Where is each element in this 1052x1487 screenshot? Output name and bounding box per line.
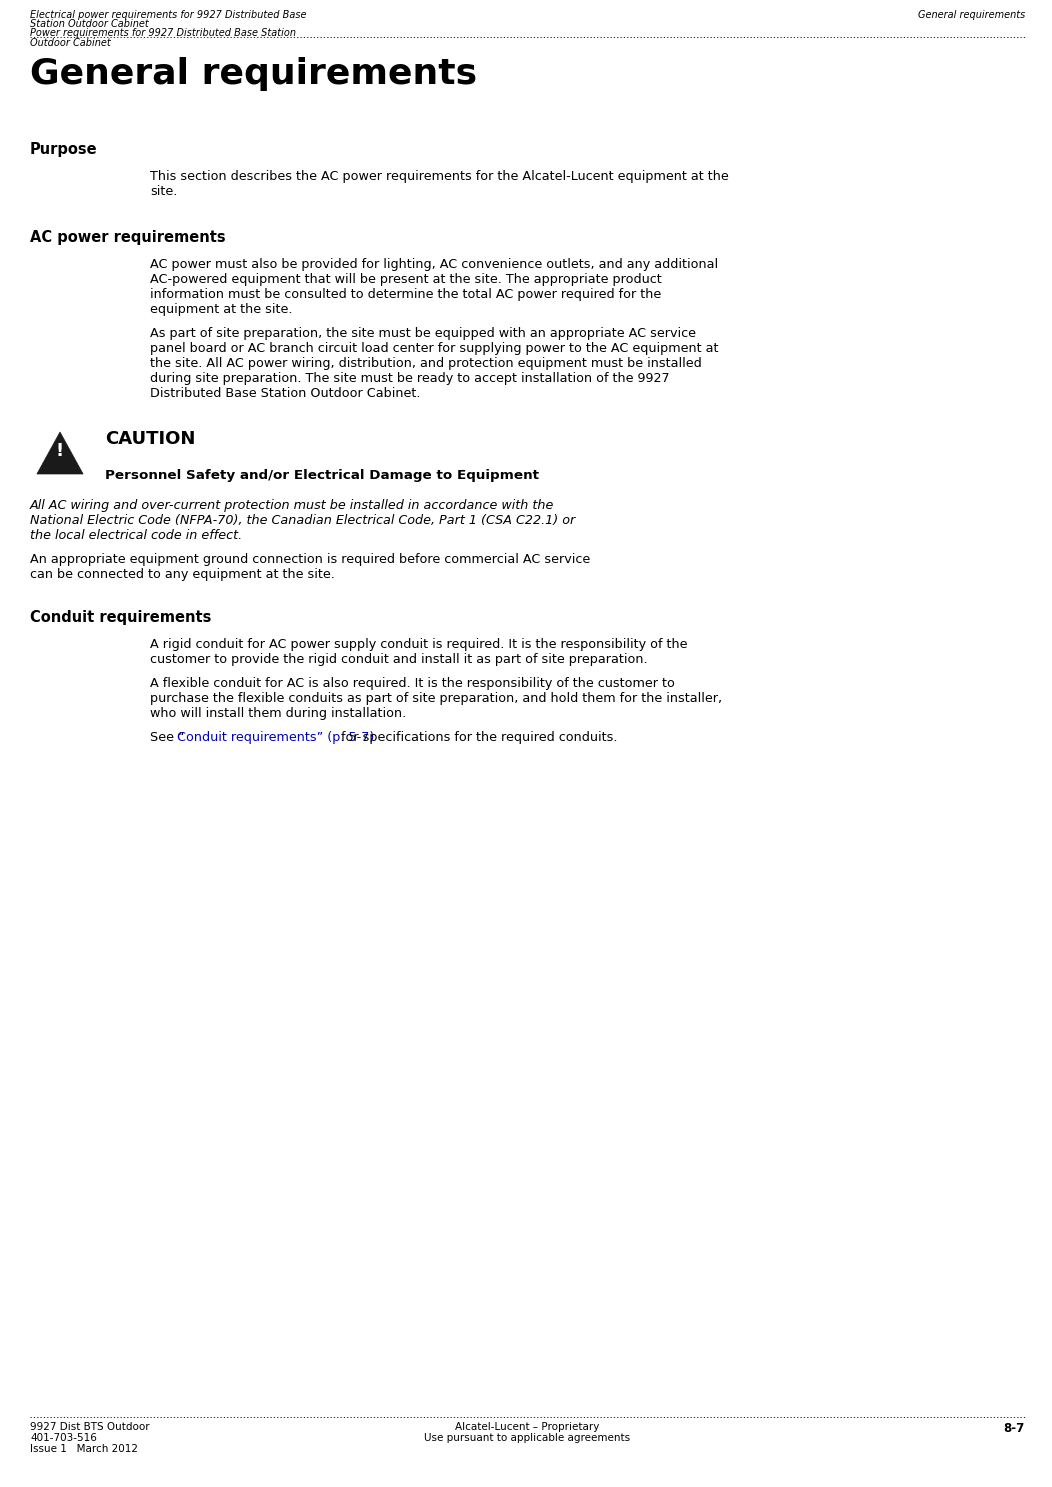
Text: 8-7: 8-7 xyxy=(1004,1422,1025,1435)
Text: Conduit requirements: Conduit requirements xyxy=(31,610,211,625)
Text: Station Outdoor Cabinet: Station Outdoor Cabinet xyxy=(31,19,148,30)
Text: who will install them during installation.: who will install them during installatio… xyxy=(150,706,406,720)
Text: A rigid conduit for AC power supply conduit is required. It is the responsibilit: A rigid conduit for AC power supply cond… xyxy=(150,638,688,651)
Text: Alcatel-Lucent – Proprietary: Alcatel-Lucent – Proprietary xyxy=(456,1422,600,1432)
Text: site.: site. xyxy=(150,184,178,198)
Text: equipment at the site.: equipment at the site. xyxy=(150,303,292,317)
Text: the local electrical code in effect.: the local electrical code in effect. xyxy=(31,529,242,541)
Text: can be connected to any equipment at the site.: can be connected to any equipment at the… xyxy=(31,568,335,581)
Polygon shape xyxy=(37,433,83,474)
Text: customer to provide the rigid conduit and install it as part of site preparation: customer to provide the rigid conduit an… xyxy=(150,653,648,666)
Text: AC power must also be provided for lighting, AC convenience outlets, and any add: AC power must also be provided for light… xyxy=(150,259,719,271)
Text: General requirements: General requirements xyxy=(917,10,1025,19)
Text: Conduit requirements” (p. 5-7): Conduit requirements” (p. 5-7) xyxy=(177,732,375,744)
Text: Power requirements for 9927 Distributed Base Station: Power requirements for 9927 Distributed … xyxy=(31,28,296,39)
Text: As part of site preparation, the site must be equipped with an appropriate AC se: As part of site preparation, the site mu… xyxy=(150,327,696,341)
Text: CAUTION: CAUTION xyxy=(105,430,196,448)
Text: General requirements: General requirements xyxy=(31,57,478,91)
Text: information must be consulted to determine the total AC power required for the: information must be consulted to determi… xyxy=(150,288,662,300)
Text: A flexible conduit for AC is also required. It is the responsibility of the cust: A flexible conduit for AC is also requir… xyxy=(150,677,675,690)
Text: An appropriate equipment ground connection is required before commercial AC serv: An appropriate equipment ground connecti… xyxy=(31,553,590,567)
Text: Use pursuant to applicable agreements: Use pursuant to applicable agreements xyxy=(424,1433,630,1442)
Text: Electrical power requirements for 9927 Distributed Base: Electrical power requirements for 9927 D… xyxy=(31,10,306,19)
Text: National Electric Code (NFPA-70), the Canadian Electrical Code, Part 1 (CSA C22.: National Electric Code (NFPA-70), the Ca… xyxy=(31,515,575,526)
Text: Purpose: Purpose xyxy=(31,141,98,158)
Text: purchase the flexible conduits as part of site preparation, and hold them for th: purchase the flexible conduits as part o… xyxy=(150,691,722,705)
Text: AC-powered equipment that will be present at the site. The appropriate product: AC-powered equipment that will be presen… xyxy=(150,274,662,286)
Text: Distributed Base Station Outdoor Cabinet.: Distributed Base Station Outdoor Cabinet… xyxy=(150,387,421,400)
Text: 9927 Dist BTS Outdoor: 9927 Dist BTS Outdoor xyxy=(31,1422,149,1432)
Text: Issue 1   March 2012: Issue 1 March 2012 xyxy=(31,1444,138,1454)
Text: during site preparation. The site must be ready to accept installation of the 99: during site preparation. The site must b… xyxy=(150,372,670,385)
Text: All AC wiring and over-current protection must be installed in accordance with t: All AC wiring and over-current protectio… xyxy=(31,500,554,512)
Text: AC power requirements: AC power requirements xyxy=(31,230,225,245)
Text: Personnel Safety and/or Electrical Damage to Equipment: Personnel Safety and/or Electrical Damag… xyxy=(105,468,539,482)
Text: 401-703-516: 401-703-516 xyxy=(31,1433,97,1442)
Text: the site. All AC power wiring, distribution, and protection equipment must be in: the site. All AC power wiring, distribut… xyxy=(150,357,702,370)
Text: Outdoor Cabinet: Outdoor Cabinet xyxy=(31,39,110,48)
Text: This section describes the AC power requirements for the Alcatel-Lucent equipmen: This section describes the AC power requ… xyxy=(150,170,729,183)
Text: !: ! xyxy=(56,443,64,461)
Text: panel board or AC branch circuit load center for supplying power to the AC equip: panel board or AC branch circuit load ce… xyxy=(150,342,719,355)
Text: See “: See “ xyxy=(150,732,184,744)
Text: for specifications for the required conduits.: for specifications for the required cond… xyxy=(337,732,618,744)
